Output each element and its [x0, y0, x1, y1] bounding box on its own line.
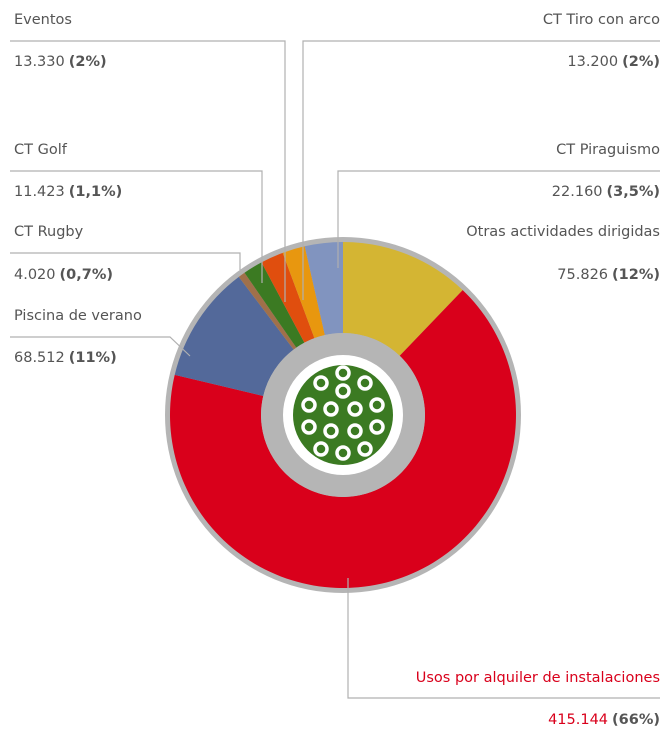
category-label: Eventos [14, 12, 72, 28]
leader-lines [10, 40, 660, 699]
category-label: CT Golf [14, 142, 68, 158]
value-label: 4.020 (0,7%) [14, 267, 113, 283]
category-label: Piscina de verano [14, 308, 142, 324]
value-percent: (2%) [69, 54, 107, 70]
value-percent: (66%) [612, 712, 660, 728]
value-number: 4.020 [14, 267, 56, 283]
slice [261, 252, 315, 343]
category-label: Usos por alquiler de instalaciones [416, 670, 660, 686]
value-number: 415.144 [548, 712, 608, 728]
value-label: 415.144 (66%) [548, 712, 660, 728]
category-label: CT Tiro con arco [543, 12, 660, 28]
icon [293, 365, 393, 465]
slice [238, 272, 297, 350]
slice [304, 242, 343, 336]
value-percent: (11%) [69, 350, 117, 366]
value-number: 22.160 [552, 184, 603, 200]
slice [244, 262, 305, 348]
category-label: Otras actividades dirigidas [466, 224, 660, 240]
value-number: 13.200 [567, 54, 618, 70]
category-label: CT Rugby [14, 224, 84, 240]
value-label: 11.423 (1,1%) [14, 184, 122, 200]
value-percent: (3,5%) [607, 184, 660, 200]
value-percent: (1,1%) [69, 184, 122, 200]
slice [343, 242, 463, 356]
value-label: 13.330 (2%) [14, 54, 107, 70]
value-label: 22.160 (3,5%) [552, 184, 660, 200]
value-number: 13.330 [14, 54, 65, 70]
value-number: 68.512 [14, 350, 65, 366]
value-percent: (2%) [622, 54, 660, 70]
value-number: 11.423 [14, 184, 65, 200]
value-number: 75.826 [557, 267, 608, 283]
value-percent: (0,7%) [60, 267, 113, 283]
value-percent: (12%) [612, 267, 660, 283]
category-label: CT Piraguismo [556, 142, 660, 158]
slice [174, 276, 294, 396]
value-label: 68.512 (11%) [14, 350, 117, 366]
slice [282, 246, 325, 339]
slice [169, 290, 516, 588]
value-label: 75.826 (12%) [557, 267, 660, 283]
value-label: 13.200 (2%) [567, 54, 660, 70]
